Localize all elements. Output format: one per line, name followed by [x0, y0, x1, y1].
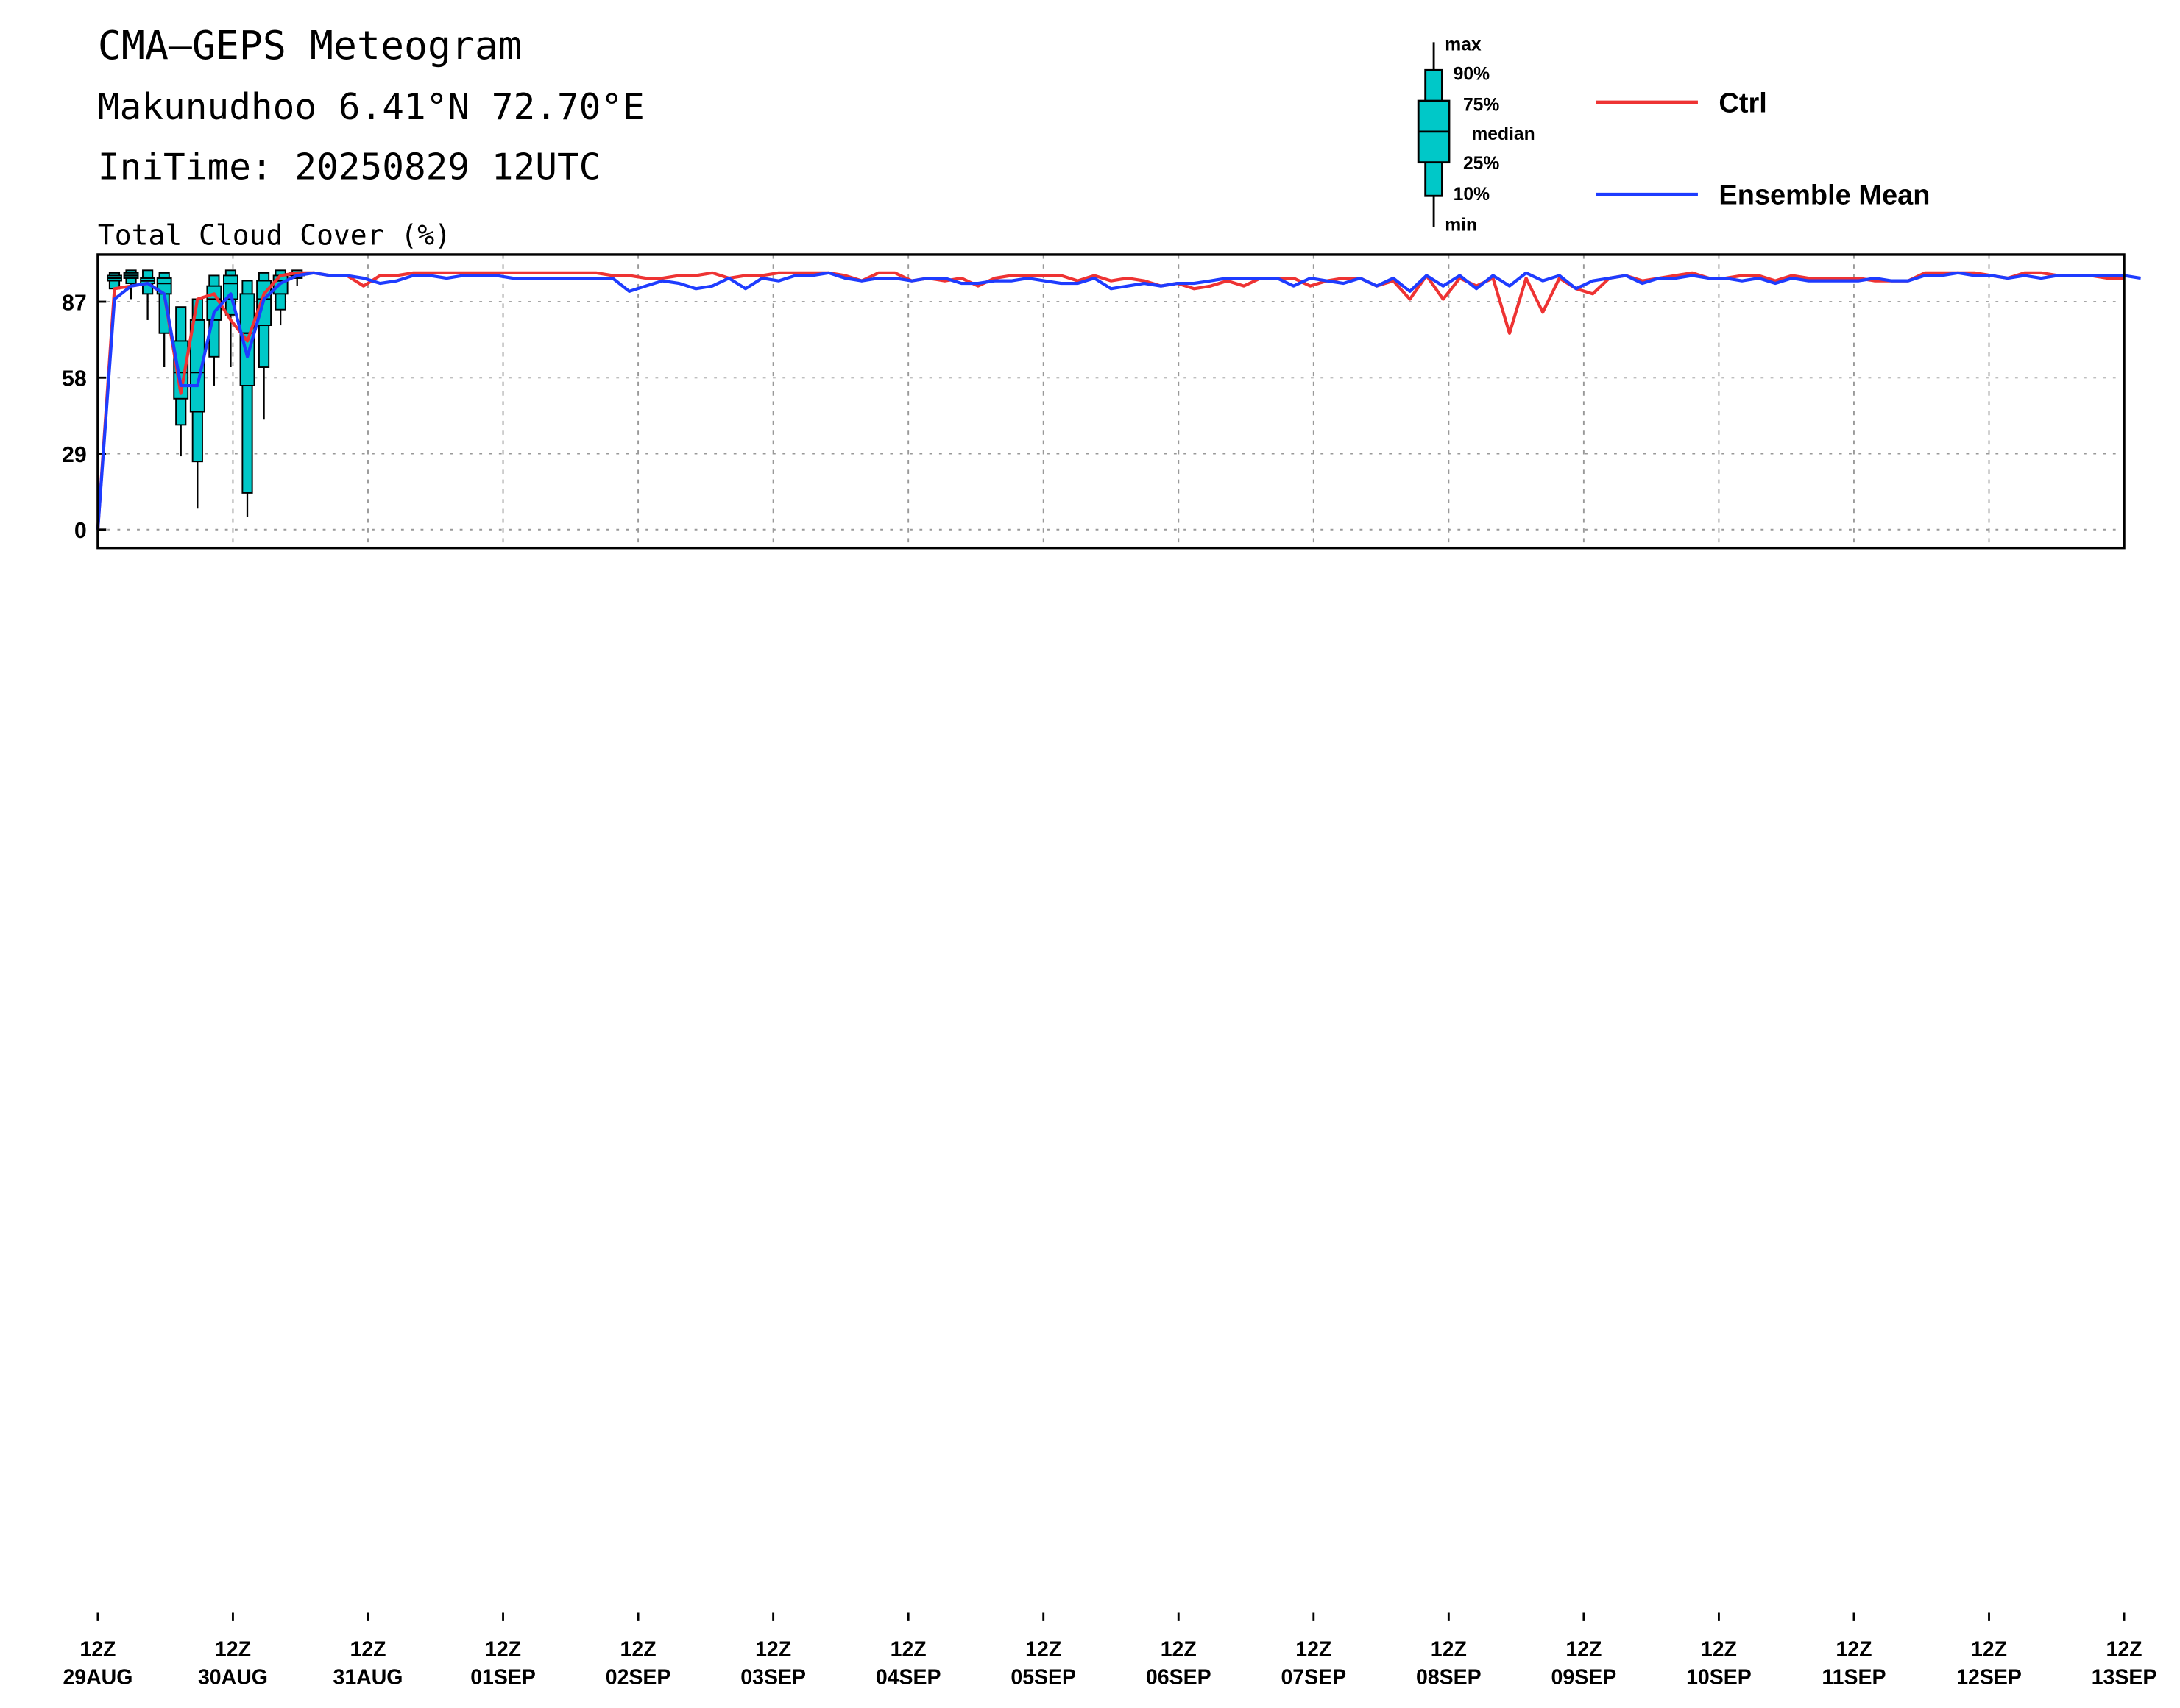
x-tick-label-date: 07SEP: [1281, 1665, 1346, 1689]
legend-label-median: median: [1471, 124, 1535, 144]
legend-label-90: 90%: [1454, 65, 1490, 85]
x-tick-label-time: 12Z: [1025, 1637, 1061, 1661]
ensemble-mean-line: [96, 271, 2141, 530]
legend-label-25: 25%: [1463, 154, 1499, 174]
location-label: Makunudhoo 6.41°N 72.70°E: [98, 85, 645, 128]
x-tick-label-time: 12Z: [2106, 1637, 2142, 1661]
legend-label-max: max: [1445, 35, 1482, 55]
panels: Total Cloud Cover (%) 0 29 58 87: [62, 219, 2141, 550]
x-tick-label-time: 12Z: [755, 1637, 791, 1661]
x-tick-label-date: 13SEP: [2092, 1665, 2157, 1689]
y-tick-label: 29: [62, 443, 87, 467]
box-11: [272, 269, 289, 326]
x-tick-label-date: 01SEP: [470, 1665, 536, 1689]
x-tick-label-date: 02SEP: [606, 1665, 671, 1689]
x-tick-label-date: 29AUG: [63, 1665, 132, 1689]
x-tick-label-time: 12Z: [485, 1637, 521, 1661]
x-tick-label-time: 12Z: [1836, 1637, 1872, 1661]
legend-label-75: 75%: [1463, 95, 1499, 115]
y-tick-label: 0: [74, 519, 87, 543]
x-tick-label-date: 05SEP: [1011, 1665, 1076, 1689]
box-2: [123, 269, 139, 300]
y-tick-label: 58: [62, 367, 87, 391]
x-tick-label-time: 12Z: [79, 1637, 116, 1661]
x-tick-label-time: 12Z: [1701, 1637, 1737, 1661]
x-tick-label-date: 06SEP: [1146, 1665, 1211, 1689]
x-tick-label-date: 09SEP: [1551, 1665, 1617, 1689]
x-tick-label-date: 08SEP: [1416, 1665, 1482, 1689]
ctrl-line: [96, 271, 2125, 530]
x-tick-label-date: 30AUG: [198, 1665, 268, 1689]
panel-title: Total Cloud Cover (%): [98, 219, 451, 252]
box-9: [239, 280, 255, 517]
x-tick-label-time: 12Z: [1431, 1637, 1467, 1661]
chart-title: CMA—GEPS Meteogram: [98, 23, 522, 68]
x-axis: 12Z 29AUG 12Z 30AUG 12Z 31AUG 12Z 01SEP 12Z 02SEP…: [63, 1612, 2157, 1689]
box-legend: max 90% 75% median 25% 10% min: [1417, 35, 1535, 235]
init-time-label: IniTime: 20250829 12UTC: [98, 145, 601, 188]
legend-ctrl-label: Ctrl: [1719, 88, 1766, 118]
legend-label-min: min: [1445, 216, 1477, 235]
x-tick-label-time: 12Z: [891, 1637, 927, 1661]
x-tick-label-date: 10SEP: [1686, 1665, 1752, 1689]
box-3: [140, 269, 156, 320]
legend-label-10: 10%: [1454, 185, 1490, 205]
y-tick-label: 87: [62, 291, 87, 315]
x-tick-label-time: 12Z: [215, 1637, 251, 1661]
line-legend: Ctrl Ensemble Mean: [1596, 88, 1930, 211]
x-tick-label-date: 31AUG: [333, 1665, 403, 1689]
x-tick-label-date: 11SEP: [1822, 1665, 1886, 1689]
box-inner: [189, 319, 205, 413]
x-tick-label-time: 12Z: [1295, 1637, 1331, 1661]
x-tick-label-date: 12SEP: [1956, 1665, 2022, 1689]
legend-ensemble-mean-label: Ensemble Mean: [1719, 180, 1930, 211]
x-tick-label-time: 12Z: [620, 1637, 657, 1661]
x-tick-label-time: 12Z: [1971, 1637, 2007, 1661]
panel-frame: [96, 253, 2126, 550]
x-tick-label-time: 12Z: [1161, 1637, 1197, 1661]
panel-0: Total Cloud Cover (%) 0 29 58 87: [62, 219, 2141, 550]
x-tick-label-date: 04SEP: [876, 1665, 941, 1689]
x-tick-label-time: 12Z: [1565, 1637, 1602, 1661]
x-tick-label-date: 03SEP: [740, 1665, 806, 1689]
x-tick-label-time: 12Z: [350, 1637, 386, 1661]
